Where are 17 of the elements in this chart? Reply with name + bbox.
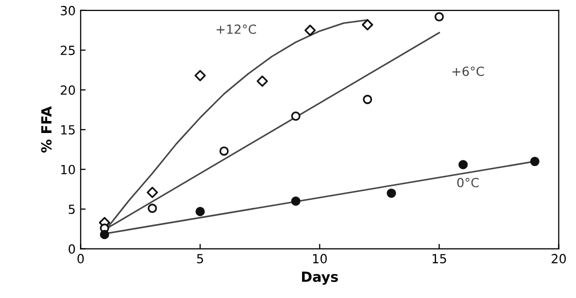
- text: +6°C: [452, 66, 484, 76]
- x-tick-label: 10: [313, 254, 327, 264]
- series-label: 0°C: [457, 178, 479, 188]
- y-tick-label: 20: [60, 85, 75, 95]
- y-tick-label: 0: [68, 244, 75, 254]
- x-tick-label: 0: [77, 254, 84, 264]
- y-tick-label: 5: [68, 204, 75, 214]
- x-tick-label: 20: [552, 254, 566, 264]
- x-tick-label: 5: [197, 254, 204, 264]
- text: +12°C: [216, 24, 256, 34]
- x-tick-label: 15: [432, 254, 446, 264]
- y-tick-label: 15: [61, 125, 75, 135]
- x-axis-title: Days: [302, 272, 338, 285]
- y-axis-title: % FFA: [41, 106, 52, 153]
- y-tick-label: 10: [61, 164, 75, 174]
- y-tick-label: 25: [60, 46, 75, 56]
- y-tick-label: 30: [60, 6, 75, 16]
